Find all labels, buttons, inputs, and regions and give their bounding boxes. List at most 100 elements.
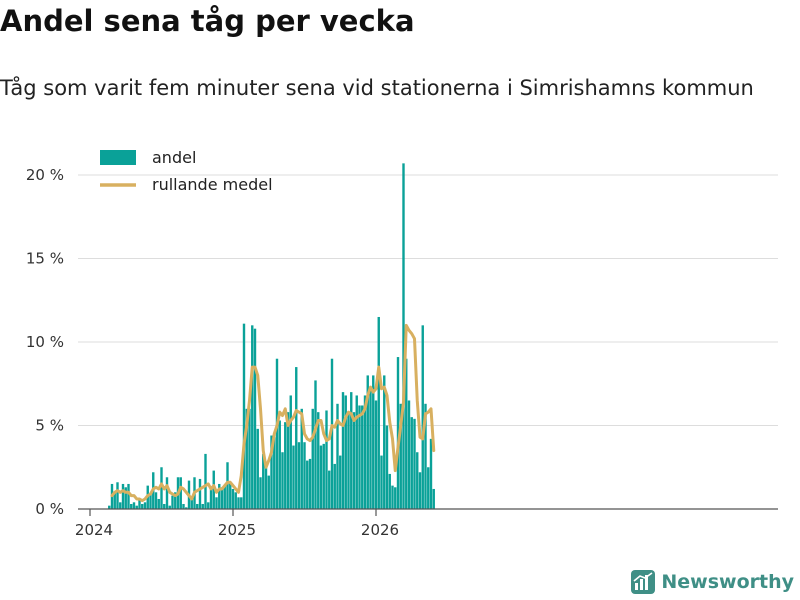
bar (251, 325, 254, 509)
y-tick-label: 5 % (35, 417, 64, 435)
bar (278, 420, 281, 509)
bar (333, 463, 336, 509)
bar (303, 442, 306, 509)
bar (220, 487, 224, 509)
bar (160, 467, 163, 509)
bar (330, 358, 334, 509)
bar (380, 455, 383, 509)
bar (391, 485, 394, 509)
bar (399, 403, 402, 509)
bar (292, 445, 295, 509)
bar (226, 462, 229, 509)
bar (196, 503, 199, 509)
legend-label-andel: andel (152, 148, 196, 167)
bar (130, 503, 133, 509)
bar (306, 460, 309, 509)
bar (201, 503, 204, 509)
bar (347, 412, 350, 509)
bar (418, 472, 422, 509)
bar (185, 507, 188, 509)
bar (127, 483, 130, 509)
bar (314, 380, 317, 509)
bar (385, 425, 389, 509)
bar (229, 482, 232, 509)
brand-logo: Newsworthy (631, 570, 794, 594)
bar (215, 497, 218, 509)
y-tick-label: 20 % (26, 166, 64, 184)
bar (113, 492, 116, 509)
bar (363, 395, 367, 509)
bar (273, 437, 276, 509)
bar (121, 483, 125, 509)
bar (116, 482, 119, 509)
bar (240, 497, 243, 509)
x-tick-label: 2026 (361, 521, 399, 539)
bar (171, 495, 174, 509)
bar (212, 470, 215, 509)
bar (416, 452, 419, 509)
brand-name: Newsworthy (661, 571, 794, 593)
bar (328, 470, 331, 509)
bar (311, 408, 314, 509)
bar (341, 392, 345, 509)
bar (319, 445, 323, 509)
rolling-mean-line (110, 323, 436, 503)
bar (432, 488, 435, 509)
bar (168, 505, 171, 509)
bar (377, 316, 380, 509)
bar (374, 400, 378, 509)
bar (297, 442, 301, 509)
x-axis: 2024 2025 2026 (75, 508, 778, 539)
bar (108, 505, 111, 509)
bar (421, 325, 424, 509)
bar (270, 435, 273, 509)
bar (207, 502, 210, 509)
y-axis: 0 % 5 % 10 % 15 % 20 % (26, 166, 64, 518)
bar (165, 477, 169, 509)
bar (262, 453, 265, 509)
line-series (110, 323, 436, 503)
bar (248, 408, 251, 509)
bar (383, 375, 386, 509)
bar (174, 492, 177, 509)
bar (141, 503, 144, 509)
bar (339, 455, 342, 509)
bar (267, 475, 270, 509)
bar (394, 487, 397, 509)
bar (234, 492, 237, 509)
bar (317, 412, 320, 509)
bar (256, 428, 259, 509)
legend: andel rullande medel (100, 148, 273, 194)
bar (245, 408, 248, 509)
bar (157, 498, 160, 509)
bar (402, 163, 405, 510)
bar (143, 502, 147, 509)
legend-swatch-andel (100, 150, 136, 165)
bar (231, 488, 235, 509)
bar (289, 395, 292, 509)
bar (405, 358, 408, 509)
bar (237, 497, 240, 509)
bar (259, 477, 262, 509)
bar (281, 452, 284, 509)
legend-label-rolling-mean: rullande medel (152, 175, 273, 194)
bar (218, 483, 221, 509)
bar (138, 498, 141, 509)
bar (344, 395, 347, 509)
bar (223, 485, 226, 509)
bar (336, 403, 339, 509)
bar (350, 392, 353, 509)
bar (358, 405, 361, 509)
x-tick-label: 2025 (218, 521, 256, 539)
bar (204, 453, 207, 509)
chart-subtitle: Tåg som varit fem minuter sena vid stati… (0, 76, 754, 100)
bar (149, 493, 152, 509)
bar (295, 367, 298, 509)
bar (286, 412, 290, 509)
bar (322, 443, 325, 509)
bar (429, 438, 433, 509)
bar (198, 478, 202, 509)
y-tick-label: 0 % (35, 500, 64, 518)
bar (388, 473, 391, 509)
